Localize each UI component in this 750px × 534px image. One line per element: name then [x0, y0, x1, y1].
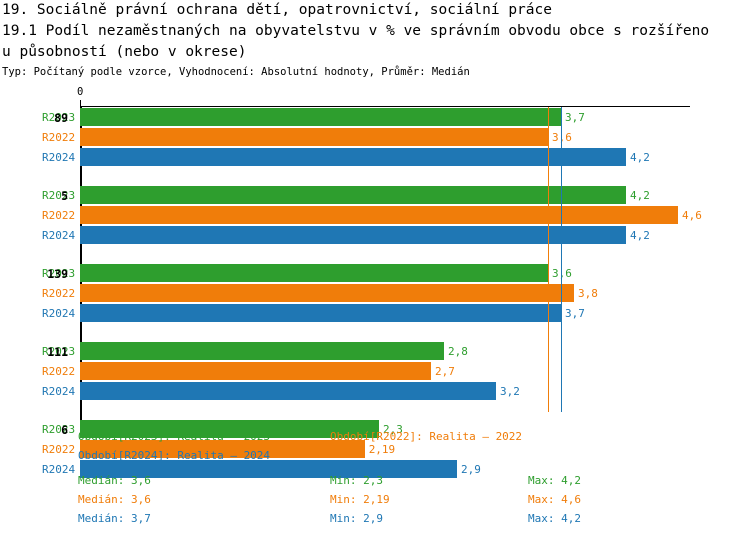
series-row-label-r2023: R2023 — [42, 423, 76, 436]
bar[interactable] — [80, 206, 678, 224]
bar[interactable] — [80, 460, 457, 478]
legend-stat-max: Max: 4,2 — [528, 474, 581, 487]
bar[interactable] — [80, 148, 626, 166]
legend-entry: Období[R2024]: Realita – 2024 — [78, 449, 271, 462]
bar[interactable] — [80, 284, 574, 302]
bar-chart-plot-area: 0 R20233,7R20223,6R20244,289R20234,2R202… — [0, 86, 750, 478]
category-label: 6 — [61, 423, 68, 437]
bar[interactable] — [80, 342, 444, 360]
legend-stat-max: Max: 4,2 — [528, 512, 581, 525]
bar-value-label: 3,7 — [565, 307, 585, 320]
category-label: 89 — [54, 111, 68, 125]
series-row-label-r2024: R2024 — [42, 463, 76, 476]
top-axis-line — [80, 106, 690, 107]
series-row-label-r2023: R2023 — [42, 111, 76, 124]
bar-value-label: 2,7 — [435, 365, 455, 378]
series-row-label-r2022: R2022 — [42, 443, 76, 456]
bar-value-label: 3,2 — [500, 385, 520, 398]
median-line-r2022 — [548, 107, 549, 412]
legend-stat-min: Min: 2,9 — [330, 512, 383, 525]
series-row-label-r2024: R2024 — [42, 229, 76, 242]
bar-value-label: 2,8 — [448, 345, 468, 358]
category-label: 139 — [47, 267, 68, 281]
series-row-label-r2024: R2024 — [42, 385, 76, 398]
series-row-label-r2023: R2023 — [42, 345, 76, 358]
chart-subtitle: Typ: Počítaný podle vzorce, Vyhodnocení:… — [2, 66, 470, 78]
legend-entry: Období[R2023]: Realita – 2023 — [78, 430, 271, 443]
series-row-label-r2022: R2022 — [42, 131, 76, 144]
bar[interactable] — [80, 362, 431, 380]
series-row-label-r2022: R2022 — [42, 287, 76, 300]
bar-value-label: 4,2 — [630, 189, 650, 202]
series-row-label-r2024: R2024 — [42, 307, 76, 320]
legend-stat-median: Medián: 3,6 — [78, 474, 151, 487]
series-row-label-r2023: R2023 — [42, 267, 76, 280]
page-title-line-3: u působností (nebo v okrese) — [2, 44, 247, 60]
category-label: 5 — [61, 189, 68, 203]
series-row-label-r2022: R2022 — [42, 209, 76, 222]
bar[interactable] — [80, 382, 496, 400]
legend-stat-min: Min: 2,3 — [330, 474, 383, 487]
chart-legend: Období[R2023]: Realita – 2023 Období[R202… — [0, 424, 750, 534]
series-row-label-r2023: R2023 — [42, 189, 76, 202]
legend-stat-median: Medián: 3,6 — [78, 493, 151, 506]
bar[interactable] — [80, 304, 561, 322]
bar-value-label: 4,2 — [630, 229, 650, 242]
bar[interactable] — [80, 264, 548, 282]
category-label: 111 — [47, 345, 68, 359]
bar-value-label: 2,3 — [383, 423, 403, 436]
bar-value-label: 4,6 — [682, 209, 702, 222]
legend-entry: Období[R2022]: Realita – 2022 — [330, 430, 523, 443]
page-title-line-1: 19. Sociálně právní ochrana dětí, opatro… — [2, 2, 552, 18]
axis-tick-label-zero: 0 — [77, 86, 84, 98]
bar[interactable] — [80, 108, 561, 126]
series-row-label-r2022: R2022 — [42, 365, 76, 378]
median-line-r2024 — [561, 107, 562, 412]
legend-stat-median: Medián: 3,7 — [78, 512, 151, 525]
bar[interactable] — [80, 186, 626, 204]
bar-value-label: 2,19 — [368, 443, 396, 456]
legend-stat-max: Max: 4,6 — [528, 493, 581, 506]
bar-value-label: 2,9 — [461, 463, 481, 476]
page-title-line-2: 19.1 Podíl nezaměstnaných na obyvatelstv… — [2, 23, 710, 39]
bar-value-label: 3,8 — [578, 287, 598, 300]
axis-tick-zero — [80, 100, 81, 108]
bar-value-label: 4,2 — [630, 151, 650, 164]
legend-stat-min: Min: 2,19 — [330, 493, 390, 506]
bar[interactable] — [80, 128, 548, 146]
bar[interactable] — [80, 440, 365, 458]
bar[interactable] — [80, 226, 626, 244]
bar-value-label: 3,7 — [565, 111, 585, 124]
series-row-label-r2024: R2024 — [42, 151, 76, 164]
bar[interactable] — [80, 420, 379, 438]
